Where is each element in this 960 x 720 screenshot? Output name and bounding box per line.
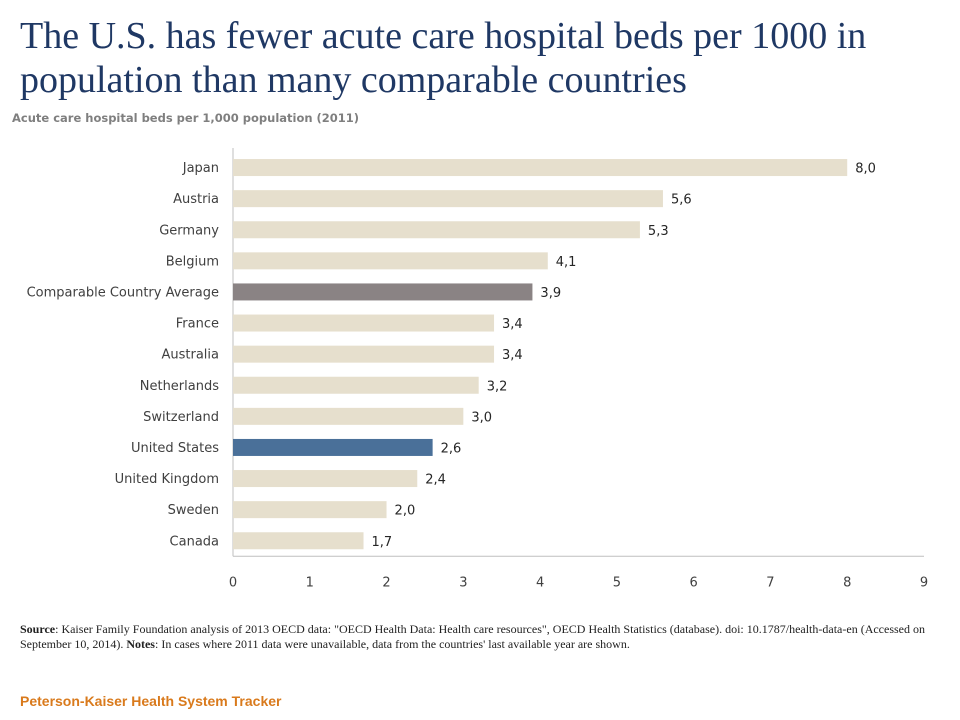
source-note: Source: Kaiser Family Foundation analysi… [20, 622, 946, 652]
category-label: Austria [173, 192, 219, 207]
data-label: 1,7 [372, 535, 393, 550]
data-label: 2,4 [425, 473, 446, 488]
source-label: Source [20, 622, 56, 636]
bar [233, 407, 464, 425]
data-label: 3,2 [487, 379, 508, 394]
data-label: 4,1 [556, 255, 577, 270]
data-label: 5,6 [671, 193, 692, 208]
data-label: 3,9 [540, 286, 561, 301]
x-tick-label: 0 [229, 575, 237, 590]
bar [233, 345, 495, 363]
data-label: 5,3 [648, 224, 669, 239]
x-tick-label: 8 [843, 575, 851, 590]
category-label: Australia [161, 348, 219, 363]
notes-label: Notes [126, 637, 155, 651]
x-tick-label: 2 [382, 575, 390, 590]
x-tick-label: 4 [536, 575, 544, 590]
bar [233, 501, 387, 519]
x-tick-label: 7 [766, 575, 774, 590]
category-label: Switzerland [143, 410, 219, 425]
footer-brand: Peterson-Kaiser Health System Tracker [20, 693, 282, 709]
chart-subtitle: Acute care hospital beds per 1,000 popul… [12, 111, 360, 125]
bar [233, 252, 548, 270]
category-label: Japan [182, 161, 219, 176]
data-label: 2,0 [395, 504, 416, 519]
bar [233, 376, 479, 394]
category-label: Canada [170, 534, 219, 549]
category-label: Comparable Country Average [27, 285, 219, 300]
bar [233, 159, 848, 177]
data-label: 3,4 [502, 317, 523, 332]
bar [233, 190, 663, 208]
bar-chart: Japan 8,0 Austria 5,6 Germany 5,3 Belgium 4,1 Co… [27, 148, 928, 590]
source-text: : Kaiser Family Foundation analysis of 2… [20, 622, 926, 651]
category-label: Belgium [166, 254, 219, 269]
bar [233, 532, 364, 550]
category-label: France [176, 317, 219, 332]
data-label: 3,0 [471, 410, 492, 425]
x-tick-label: 5 [613, 575, 621, 590]
data-label: 2,6 [441, 441, 462, 456]
x-tick-label: 3 [459, 575, 467, 590]
category-label: United States [131, 441, 219, 456]
bar [233, 470, 418, 488]
x-tick-label: 6 [690, 575, 698, 590]
bar [233, 221, 640, 239]
category-label: United Kingdom [115, 472, 219, 487]
data-label: 3,4 [502, 348, 523, 363]
category-label: Sweden [168, 503, 219, 518]
x-tick-label: 9 [920, 575, 928, 590]
bar [233, 283, 533, 301]
data-label: 8,0 [855, 162, 876, 177]
category-label: Germany [159, 223, 219, 238]
category-label: Netherlands [140, 379, 219, 394]
page-title: The U.S. has fewer acute care hospital b… [20, 15, 867, 101]
bar [233, 314, 495, 332]
bar [233, 438, 433, 456]
notes-text: : In cases where 2011 data were unavaila… [154, 637, 630, 651]
x-tick-label: 1 [306, 575, 314, 590]
